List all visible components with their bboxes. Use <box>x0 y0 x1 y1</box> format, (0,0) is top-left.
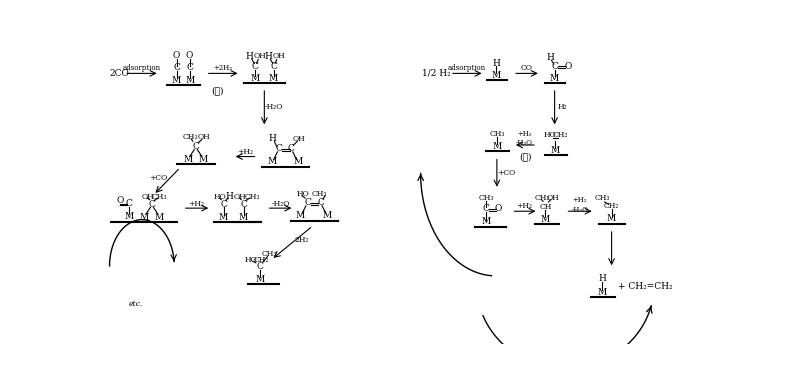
Text: +H₂
-H₂O: +H₂ -H₂O <box>516 130 533 147</box>
Text: M: M <box>185 76 195 85</box>
Text: C: C <box>187 63 193 72</box>
Text: H: H <box>246 52 254 61</box>
Text: C: C <box>551 62 558 71</box>
Text: H: H <box>269 134 277 143</box>
Text: M: M <box>251 74 260 83</box>
Text: etc.: etc. <box>129 300 143 308</box>
Text: OH: OH <box>272 53 285 60</box>
Text: M: M <box>219 213 228 222</box>
Text: M: M <box>541 215 550 224</box>
Text: CH₃: CH₃ <box>182 133 198 141</box>
Text: CH₂: CH₂ <box>254 256 269 264</box>
Text: OH: OH <box>234 193 247 200</box>
Text: 1/2 H₂: 1/2 H₂ <box>423 69 451 78</box>
Text: -H₂O: -H₂O <box>265 103 284 111</box>
Text: H: H <box>225 192 234 201</box>
Text: C: C <box>240 200 247 209</box>
Text: H₂: H₂ <box>557 103 567 111</box>
Text: M: M <box>139 213 149 222</box>
Text: -H₂O: -H₂O <box>272 200 290 207</box>
Text: M: M <box>199 155 208 164</box>
Text: +CO: +CO <box>149 174 167 182</box>
Text: M: M <box>491 71 500 80</box>
Text: H: H <box>599 274 607 284</box>
Text: C: C <box>483 204 490 213</box>
Text: C: C <box>148 200 156 209</box>
Text: CH₃: CH₃ <box>489 130 504 138</box>
Text: +H₂
-H₂O: +H₂ -H₂O <box>572 197 589 214</box>
Text: CH₃: CH₃ <box>594 194 610 202</box>
Text: M: M <box>598 288 607 296</box>
Text: CH₃: CH₃ <box>262 250 277 259</box>
Text: +H₂: +H₂ <box>237 148 253 156</box>
Text: CH₂: CH₂ <box>553 131 569 139</box>
Text: O: O <box>564 62 572 71</box>
Text: O: O <box>117 196 124 205</box>
Text: C: C <box>256 262 263 271</box>
Text: O: O <box>495 204 502 213</box>
Text: C: C <box>173 63 180 72</box>
Text: (★): (★) <box>211 86 224 95</box>
Text: C: C <box>304 198 311 207</box>
Text: H: H <box>264 52 272 61</box>
Text: HO: HO <box>214 193 227 200</box>
Text: OH: OH <box>293 135 306 143</box>
Text: M: M <box>124 212 134 221</box>
Text: +CO: +CO <box>497 170 515 178</box>
Text: + CH₂=CH₂: + CH₂=CH₂ <box>618 282 672 291</box>
Text: C: C <box>317 198 324 207</box>
Text: O: O <box>173 51 180 60</box>
Text: M: M <box>492 142 501 151</box>
Text: M: M <box>269 74 278 83</box>
Text: C: C <box>192 142 200 151</box>
Text: C: C <box>126 199 132 208</box>
Text: CH₃: CH₃ <box>152 193 167 200</box>
Text: CH₃: CH₃ <box>244 193 260 200</box>
Text: M: M <box>239 213 248 222</box>
Text: OH: OH <box>547 194 560 202</box>
Text: M: M <box>550 74 560 83</box>
Text: M: M <box>294 158 303 166</box>
Text: C: C <box>270 62 277 71</box>
Text: M: M <box>268 158 277 166</box>
Text: M: M <box>183 155 193 164</box>
Text: +2H₂: +2H₂ <box>213 64 232 72</box>
Text: C: C <box>251 62 259 71</box>
Text: adsorption: adsorption <box>122 64 161 72</box>
Text: +H₂: +H₂ <box>189 200 204 207</box>
Text: HO: HO <box>297 190 309 198</box>
Text: CH₃: CH₃ <box>312 190 328 198</box>
Text: OH: OH <box>197 133 210 141</box>
Text: H: H <box>547 53 555 62</box>
Text: HO: HO <box>543 131 556 139</box>
Text: CH₃: CH₃ <box>534 194 550 202</box>
Text: O: O <box>186 51 193 60</box>
Text: M: M <box>551 146 560 155</box>
Text: OH: OH <box>254 53 267 60</box>
Text: M: M <box>155 213 165 222</box>
Text: HO: HO <box>245 256 258 264</box>
Text: CH₂: CH₂ <box>604 202 620 210</box>
Text: 2H₂: 2H₂ <box>295 236 309 244</box>
Text: 2CO: 2CO <box>109 69 130 78</box>
Text: M: M <box>172 76 181 85</box>
Text: CH: CH <box>539 203 551 211</box>
Text: M: M <box>323 211 332 220</box>
Text: OH: OH <box>142 193 154 200</box>
Text: CH₃: CH₃ <box>478 194 494 202</box>
Text: CO: CO <box>521 64 533 72</box>
Text: C: C <box>276 144 282 153</box>
Text: C: C <box>220 200 227 209</box>
Text: C: C <box>288 144 294 153</box>
Text: (★): (★) <box>519 152 532 161</box>
Text: H: H <box>492 59 500 68</box>
Text: M: M <box>482 217 491 226</box>
Text: M: M <box>255 275 264 284</box>
Text: adsorption: adsorption <box>448 64 486 72</box>
Text: M: M <box>296 211 305 220</box>
Text: +H₂: +H₂ <box>517 202 533 210</box>
Text: M: M <box>607 214 616 223</box>
